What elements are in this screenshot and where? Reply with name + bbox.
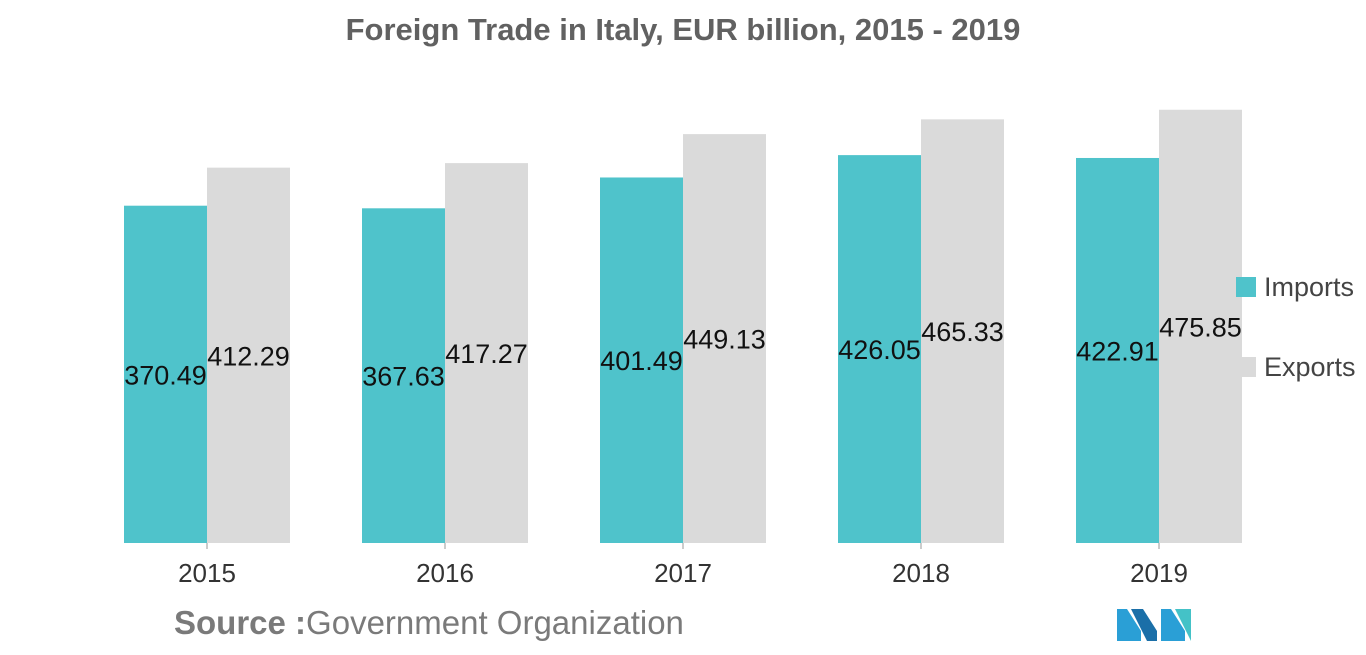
x-tick-label-2019: 2019 [1130, 558, 1188, 588]
data-label-imports-2015: 370.49 [124, 360, 207, 390]
data-label-imports-2016: 367.63 [362, 362, 445, 392]
legend-swatch-exports [1236, 357, 1256, 377]
bar-imports-2017 [600, 177, 683, 543]
bar-exports-2018 [921, 119, 1004, 544]
source-label: Source : [174, 604, 307, 641]
bar-imports-2015 [124, 205, 207, 544]
x-tick-label-2015: 2015 [178, 558, 236, 588]
x-tick-label-2017: 2017 [654, 558, 712, 588]
data-label-exports-2017: 449.13 [683, 325, 766, 355]
legend: Imports Exports [1236, 270, 1356, 430]
bar-imports-2018 [838, 155, 921, 543]
legend-item-exports: Exports [1236, 350, 1356, 384]
legend-label-imports: Imports [1264, 271, 1355, 302]
bar-exports-2015 [207, 167, 290, 543]
data-label-exports-2016: 417.27 [445, 339, 528, 369]
x-tick-label-2018: 2018 [892, 558, 950, 588]
mordor-logo-icon [1117, 609, 1191, 641]
source-note: Source :Government Organization [174, 604, 684, 642]
x-tick-label-2016: 2016 [416, 558, 474, 588]
source-text: Government Organization [306, 604, 684, 641]
bar-exports-2016 [445, 163, 528, 543]
legend-label-exports: Exports [1264, 351, 1356, 382]
data-label-exports-2015: 412.29 [207, 341, 290, 371]
bar-imports-2019 [1076, 157, 1159, 543]
chart-title: Foreign Trade in Italy, EUR billion, 201… [345, 12, 1021, 47]
data-label-imports-2017: 401.49 [600, 346, 683, 376]
legend-swatch-imports [1236, 277, 1256, 297]
bar-exports-2017 [683, 134, 766, 544]
bar-exports-2019 [1159, 109, 1242, 543]
data-label-imports-2018: 426.05 [838, 335, 921, 365]
data-label-exports-2019: 475.85 [1159, 312, 1242, 342]
data-label-imports-2019: 422.91 [1076, 336, 1159, 366]
legend-item-imports: Imports [1236, 270, 1356, 304]
bar-imports-2016 [362, 208, 445, 543]
data-label-exports-2018: 465.33 [921, 317, 1004, 347]
